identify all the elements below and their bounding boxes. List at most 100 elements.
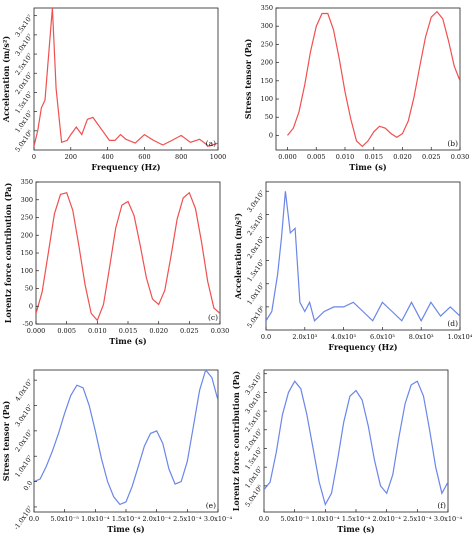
x-tick-label: 0.0 [259, 515, 269, 523]
panel-label: (c) [208, 313, 218, 322]
y-axis-label: Stress tensor (Pa) [243, 39, 253, 120]
y-tick-label: 1.0x10⁷ [245, 281, 266, 306]
x-tick-label: 3.0x10⁻⁴ [204, 515, 233, 523]
series-line [264, 380, 448, 507]
x-axis-label: Frequency (Hz) [91, 162, 160, 172]
y-tick-label: 150 [21, 249, 33, 257]
x-tick-label: 1.0x10⁴ [448, 333, 472, 341]
y-tick-label: 0.0 [22, 479, 34, 492]
y-tick-label: 0 [29, 302, 33, 310]
y-axis-label: Acceleration (m/s²) [233, 213, 243, 300]
x-tick-label: 2.5x10⁻⁴ [173, 515, 202, 523]
x-tick-label: 1.0x10⁻⁴ [311, 515, 340, 523]
x-tick-label: 400 [101, 153, 113, 161]
y-tick-label: 3.0x10⁷ [13, 403, 34, 428]
chart-panel-4: 0.0 2.0x10³ 4.0x10³ 6.0x10³ 8.0x10³ 1.0x10⁴ 5.… [233, 181, 472, 352]
x-tick-label: 0.020 [393, 153, 412, 161]
plot-frame [275, 7, 461, 151]
y-tick-label: 4.0x10⁷ [13, 378, 34, 403]
series-line [266, 191, 460, 323]
y-axis-label: Lorentz force contribution (Pa) [3, 183, 13, 324]
x-tick-label: 0.005 [307, 153, 326, 161]
x-axis-label: Time (s) [349, 162, 387, 172]
y-tick-label: 150 [261, 77, 273, 85]
x-tick-label: 0.015 [119, 327, 138, 335]
y-tick-label: 3.5x10⁷ [243, 371, 264, 396]
y-tick-label: 250 [21, 214, 33, 222]
y-tick-label: 350 [21, 178, 33, 186]
y-tick-label: 350 [261, 4, 273, 12]
x-tick-label: 2.0x10⁻⁴ [373, 515, 402, 523]
x-tick-label: 0.025 [422, 153, 441, 161]
x-tick-label: 0 [32, 153, 36, 161]
y-tick-label: 100 [21, 267, 33, 275]
y-tick-label: 100 [261, 95, 273, 103]
x-tick-label: 8.0x10³ [409, 333, 434, 341]
y-tick-label: 1.5x10⁷ [245, 258, 266, 283]
plot-frame [35, 181, 221, 325]
x-tick-label: 1.5x10⁻⁴ [112, 515, 141, 523]
x-tick-label: 0.0 [29, 515, 39, 523]
x-tick-label: 0.030 [211, 327, 230, 335]
chart-panel-2: 0.000 0.005 0.010 0.015 0.020 0.025 0.030 0 50 10… [243, 4, 469, 172]
x-tick-label: 2.0x10⁻⁴ [143, 515, 172, 523]
x-tick-label: 0.010 [88, 327, 107, 335]
y-tick-label: 3.0x10⁷ [245, 189, 266, 214]
x-tick-label: 0.030 [451, 153, 470, 161]
panel-label: (a) [206, 139, 216, 148]
series-line [34, 8, 218, 147]
y-tick-label: 3.5x10⁷ [13, 13, 34, 38]
x-tick-label: 1.0x10⁻⁴ [81, 515, 110, 523]
series-line [34, 370, 218, 506]
x-tick-label: 0.025 [180, 327, 199, 335]
panel-label: (e) [206, 501, 216, 510]
x-tick-label: 5.0x10⁻⁵ [51, 515, 80, 523]
x-tick-label: 200 [65, 153, 77, 161]
y-tick-label: 300 [261, 22, 273, 30]
y-tick-label: 50 [25, 285, 33, 293]
y-tick-label: 300 [21, 196, 33, 204]
chart-panel-1: 0 200 400 600 800 10005.0x10⁶1.0x10⁷1.5x10⁷2.… [1, 7, 227, 172]
x-tick-label: 1.5x10⁻⁴ [342, 515, 371, 523]
x-tick-label: 2.0x10³ [292, 333, 317, 341]
panel-label: (f) [437, 501, 446, 510]
panel-label: (d) [447, 319, 458, 328]
x-tick-label: 5.0x10⁻⁵ [281, 515, 310, 523]
x-tick-label: 800 [175, 153, 187, 161]
y-tick-label: 200 [21, 231, 33, 239]
x-tick-label: 4.0x10³ [331, 333, 356, 341]
chart-panel-3: 0.000 0.005 0.010 0.015 0.020 0.025 0.030 -50 0 5… [3, 178, 229, 346]
y-tick-label: 2.0x10⁷ [245, 235, 266, 260]
y-axis-label: Lorentz force contribution (Pa) [231, 371, 241, 512]
chart-panel-6: 0.0 5.0x10⁻⁵ 1.0x10⁻⁴ 1.5x10⁻⁴ 2.0x10⁻⁴ 2.5x1… [231, 369, 463, 534]
x-tick-label: 0.0 [261, 333, 271, 341]
y-axis-label: Acceleration (m/s²) [1, 36, 11, 123]
y-tick-label: -50 [23, 320, 33, 328]
y-tick-label: 0 [269, 131, 273, 139]
y-tick-label: 200 [261, 59, 273, 67]
y-axis-label: Stress tensor (Pa) [1, 401, 11, 482]
x-tick-label: 6.0x10³ [370, 333, 395, 341]
x-tick-label: 2.5x10⁻⁴ [403, 515, 432, 523]
y-tick-label: 2.5x10⁷ [245, 212, 266, 237]
y-tick-label: 50 [265, 113, 273, 121]
y-tick-label: 2.0x10⁷ [13, 428, 34, 453]
x-tick-label: 600 [138, 153, 150, 161]
chart-panel-5: 0.0 5.0x10⁻⁵ 1.0x10⁻⁴ 1.5x10⁻⁴ 2.0x10⁻⁴ 2.5x1… [1, 369, 233, 534]
x-axis-label: Time (s) [107, 524, 145, 534]
series-line [287, 10, 460, 148]
x-tick-label: 0.020 [149, 327, 168, 335]
y-tick-label: 250 [261, 40, 273, 48]
series-line [36, 191, 220, 322]
x-tick-label: 1000 [210, 153, 227, 161]
x-tick-label: 0.000 [278, 153, 297, 161]
x-tick-label: 0.005 [57, 327, 76, 335]
x-axis-label: Frequency (Hz) [328, 342, 397, 352]
panel-label: (b) [447, 139, 458, 148]
plot-frame [33, 7, 219, 151]
x-axis-label: Time (s) [337, 524, 375, 534]
x-tick-label: 0.015 [364, 153, 383, 161]
x-tick-label: 3.0x10⁻⁴ [434, 515, 463, 523]
y-tick-label: 1.0x10⁷ [13, 454, 34, 479]
x-tick-label: 0.000 [27, 327, 46, 335]
